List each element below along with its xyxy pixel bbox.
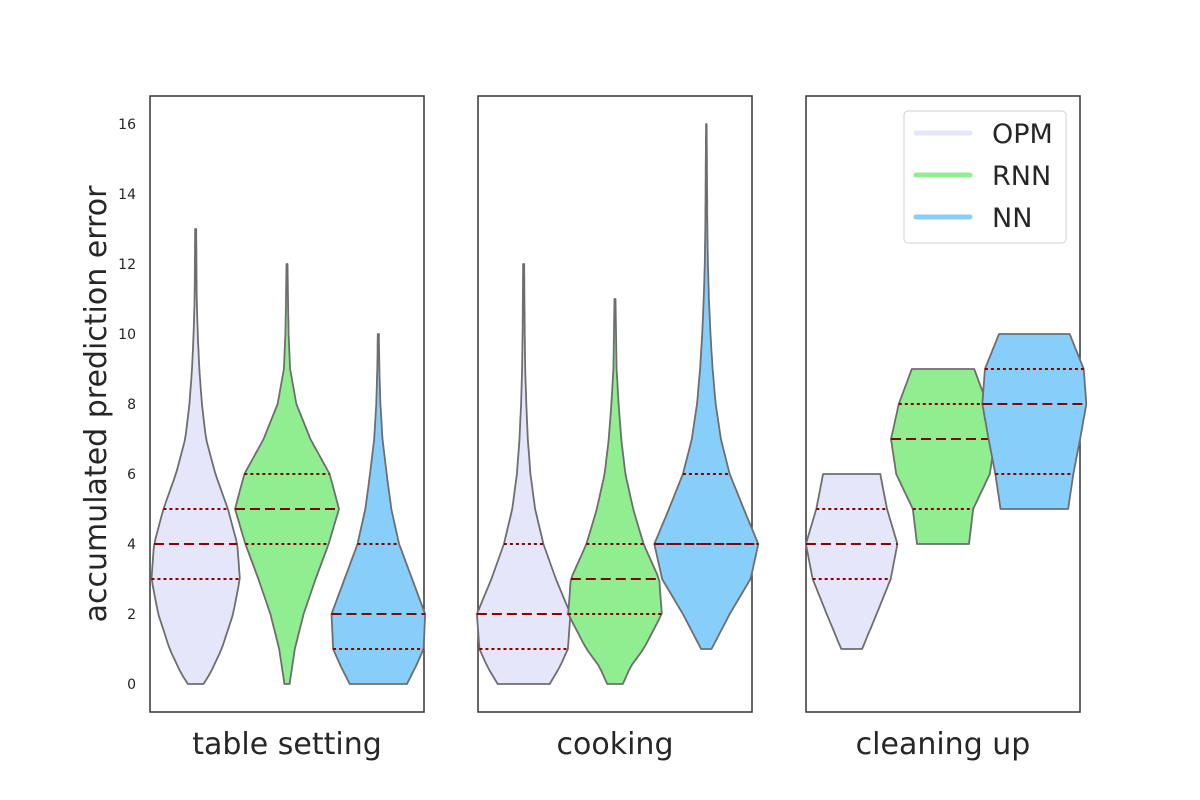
y-tick-label: 14 (118, 187, 136, 203)
violin-nn (330, 333, 426, 685)
y-tick-label: 2 (127, 607, 136, 623)
violin-opm (150, 228, 241, 685)
violin-rnn (890, 368, 996, 545)
panel-label: table setting (192, 727, 382, 762)
y-tick-label: 8 (127, 397, 136, 413)
legend-label: OPM (992, 119, 1053, 150)
panel: table setting (149, 95, 426, 762)
y-axis-ticks: 0 2 4 6 8 10 12 14 16 (118, 117, 136, 693)
legend: OPM RNN NN (903, 110, 1067, 244)
y-tick-label: 12 (118, 257, 136, 273)
panel-frame (477, 95, 753, 713)
y-axis-label: accumulated prediction error (79, 185, 114, 622)
panel-label: cleaning up (856, 727, 1031, 762)
y-tick-label: 10 (118, 327, 136, 343)
violin-nn (981, 333, 1088, 510)
legend-label: NN (992, 203, 1032, 234)
violin-nn (653, 123, 760, 650)
legend-box (903, 110, 1067, 244)
panels: table setting cooking cleaning up (149, 95, 1088, 762)
y-tick-label: 6 (127, 467, 136, 483)
y-tick-label: 0 (127, 677, 136, 693)
legend-label: RNN (992, 161, 1051, 192)
panel: cooking (476, 95, 760, 762)
panel-frame (149, 95, 425, 713)
violin-opm (805, 473, 899, 650)
violin-rnn (567, 298, 663, 685)
y-tick-label: 4 (127, 537, 136, 553)
violin-opm (476, 263, 572, 685)
panel: cleaning up (805, 95, 1088, 762)
y-tick-label: 16 (118, 117, 136, 133)
panel-label: cooking (557, 727, 674, 762)
